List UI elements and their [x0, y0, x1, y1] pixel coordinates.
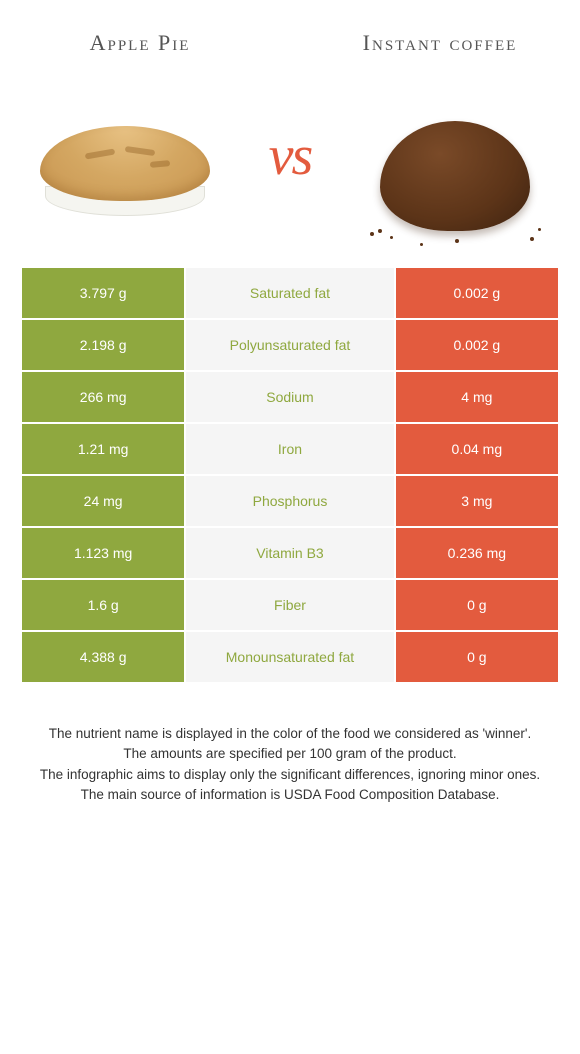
- value-left: 1.123 mg: [21, 527, 185, 579]
- nutrient-name: Sodium: [185, 371, 394, 423]
- nutrient-name: Vitamin B3: [185, 527, 394, 579]
- value-right: 4 mg: [395, 371, 559, 423]
- table-row: 1.6 gFiber0 g: [21, 579, 559, 631]
- value-right: 0.002 g: [395, 267, 559, 319]
- value-right: 0.002 g: [395, 319, 559, 371]
- footer-line: The main source of information is USDA F…: [20, 785, 560, 805]
- vs-label: vs: [269, 124, 312, 188]
- nutrition-table: 3.797 gSaturated fat0.002 g2.198 gPolyun…: [20, 266, 560, 684]
- table-row: 3.797 gSaturated fat0.002 g: [21, 267, 559, 319]
- value-left: 266 mg: [21, 371, 185, 423]
- value-left: 1.21 mg: [21, 423, 185, 475]
- value-left: 24 mg: [21, 475, 185, 527]
- title-left: Apple Pie: [40, 30, 240, 56]
- nutrient-name: Phosphorus: [185, 475, 394, 527]
- value-right: 0 g: [395, 631, 559, 683]
- table-row: 1.123 mgVitamin B30.236 mg: [21, 527, 559, 579]
- footer-line: The amounts are specified per 100 gram o…: [20, 744, 560, 764]
- value-left: 2.198 g: [21, 319, 185, 371]
- table-row: 2.198 gPolyunsaturated fat0.002 g: [21, 319, 559, 371]
- value-right: 0 g: [395, 579, 559, 631]
- value-right: 0.04 mg: [395, 423, 559, 475]
- header: Apple Pie Instant coffee: [0, 0, 580, 66]
- nutrient-name: Fiber: [185, 579, 394, 631]
- footer-notes: The nutrient name is displayed in the co…: [0, 684, 580, 805]
- value-left: 3.797 g: [21, 267, 185, 319]
- table-row: 266 mgSodium4 mg: [21, 371, 559, 423]
- images-row: vs: [0, 66, 580, 266]
- value-right: 0.236 mg: [395, 527, 559, 579]
- apple-pie-image: [30, 71, 220, 241]
- footer-line: The nutrient name is displayed in the co…: [20, 724, 560, 744]
- value-left: 1.6 g: [21, 579, 185, 631]
- value-right: 3 mg: [395, 475, 559, 527]
- value-left: 4.388 g: [21, 631, 185, 683]
- title-right: Instant coffee: [340, 30, 540, 56]
- footer-line: The infographic aims to display only the…: [20, 765, 560, 785]
- coffee-image: [360, 71, 550, 241]
- nutrient-name: Monounsaturated fat: [185, 631, 394, 683]
- table-row: 1.21 mgIron0.04 mg: [21, 423, 559, 475]
- table-row: 4.388 gMonounsaturated fat0 g: [21, 631, 559, 683]
- nutrient-name: Iron: [185, 423, 394, 475]
- nutrient-name: Polyunsaturated fat: [185, 319, 394, 371]
- nutrient-name: Saturated fat: [185, 267, 394, 319]
- table-row: 24 mgPhosphorus3 mg: [21, 475, 559, 527]
